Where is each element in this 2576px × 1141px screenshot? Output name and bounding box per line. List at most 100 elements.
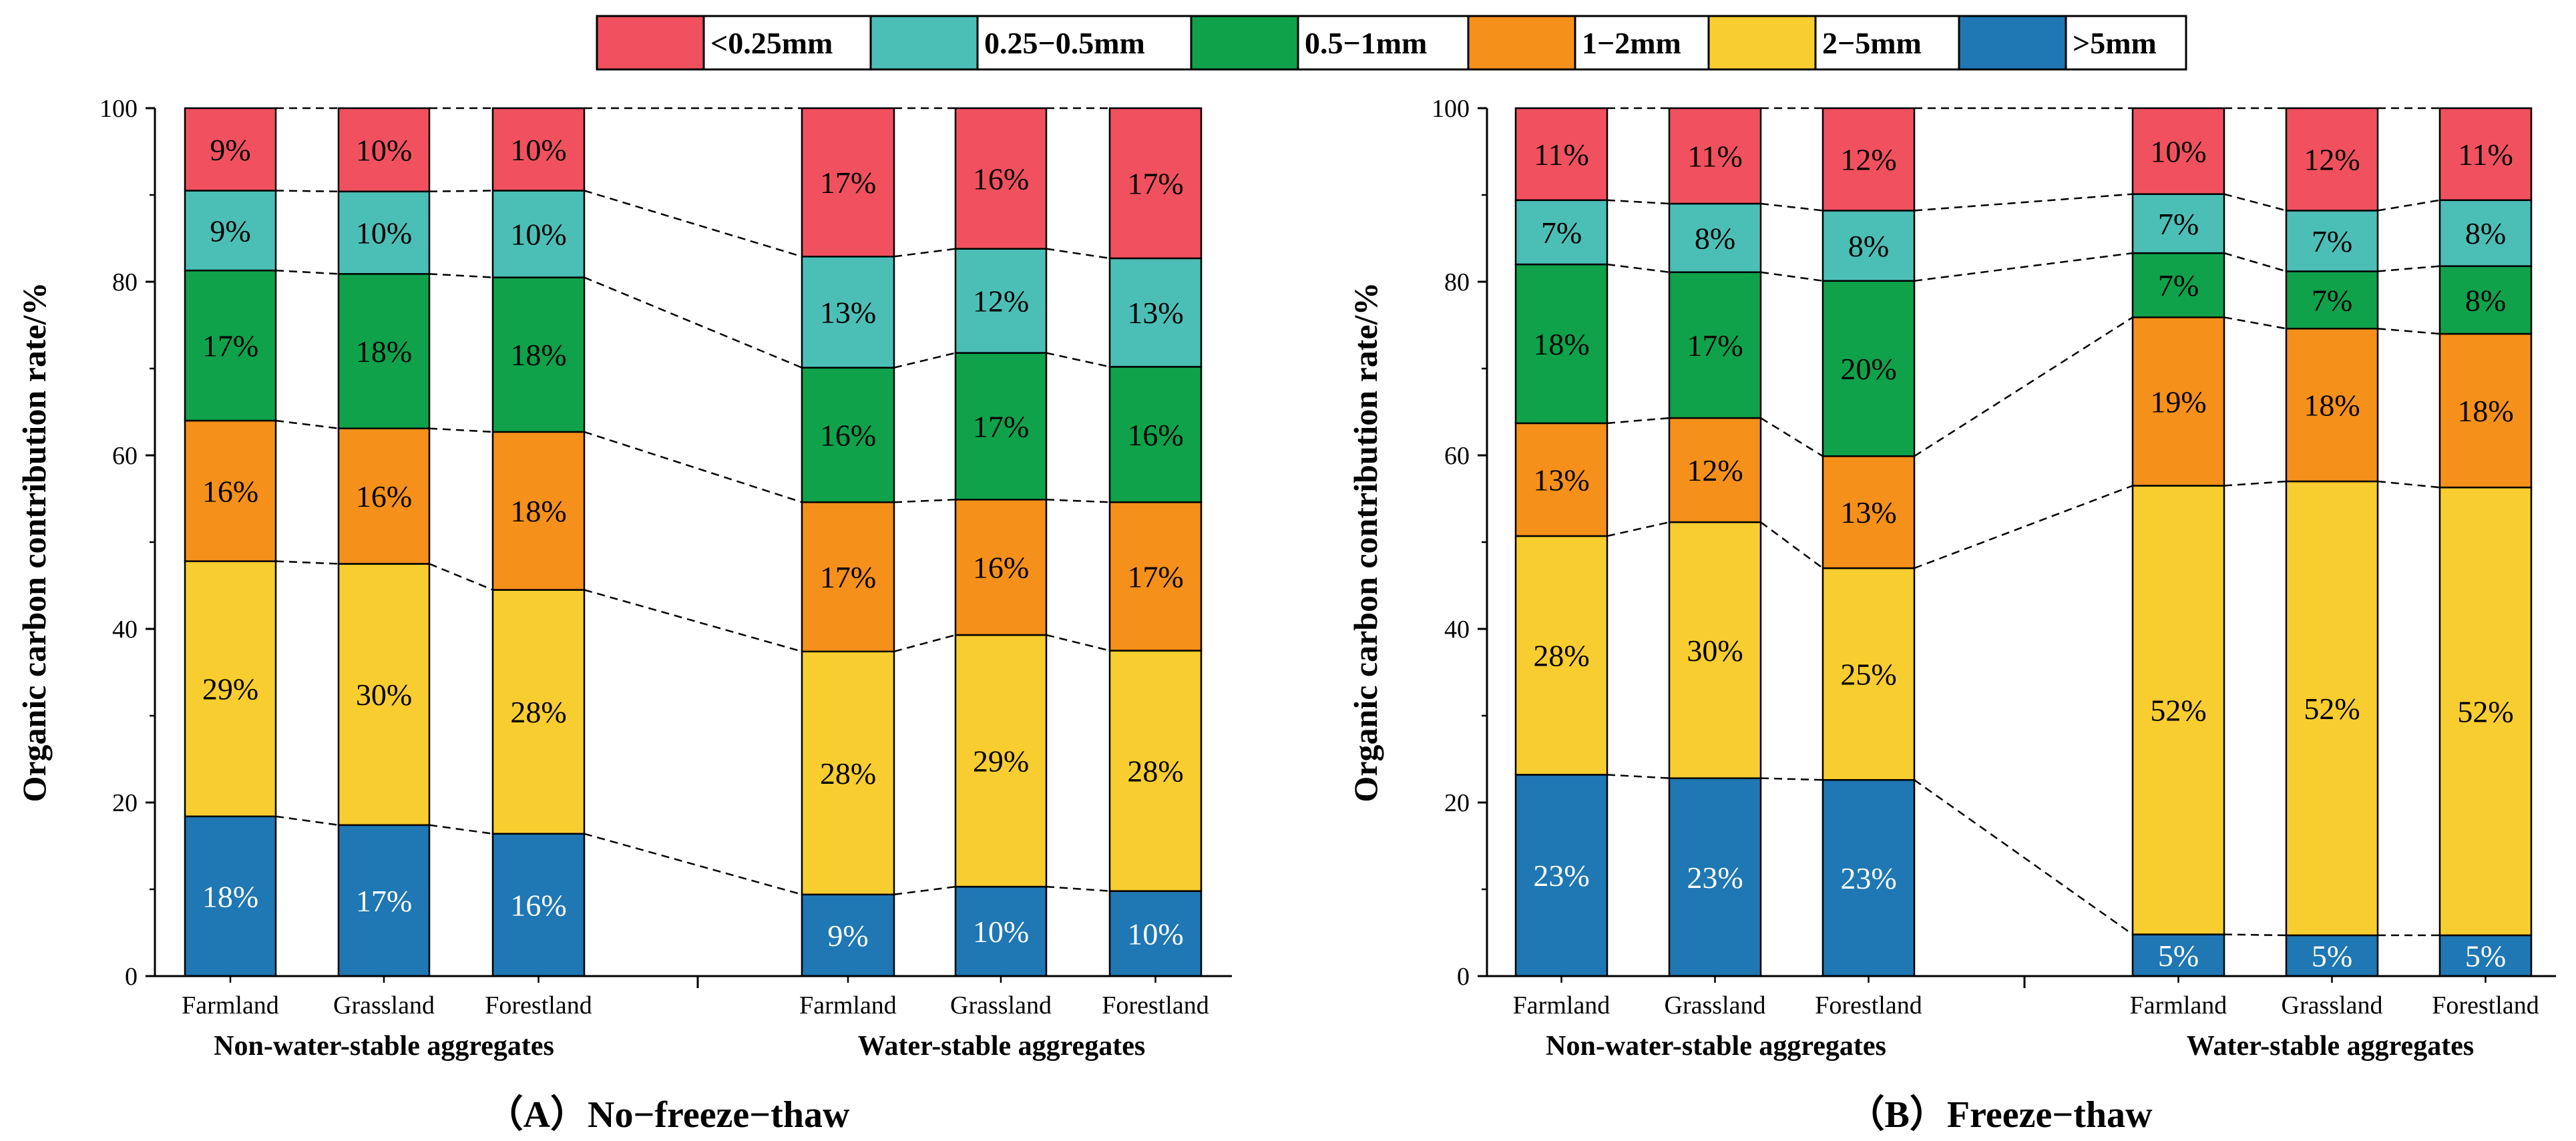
data-label: 8% <box>2465 283 2506 317</box>
bar-segment <box>491 190 586 278</box>
bar-segment <box>1668 777 1762 977</box>
data-label: 10% <box>510 133 566 167</box>
bar-segment <box>2131 252 2225 318</box>
bar-segment <box>491 589 586 835</box>
legend-entry-1: 0.25−0.5mm <box>869 15 1145 71</box>
connector-line <box>2223 316 2287 330</box>
legend-entry-0: <0.25mm <box>596 15 833 71</box>
bar-segment <box>1821 107 1916 212</box>
bar-grassland: 10% 29% 16% 17% 12% 16% <box>954 107 1048 977</box>
connector-line <box>275 560 339 565</box>
data-label: 10% <box>356 216 412 250</box>
legend-swatch <box>869 15 979 71</box>
connector-line <box>1914 252 2133 282</box>
connector-line <box>584 276 803 369</box>
x-tick-label: Farmland <box>1513 991 1611 1019</box>
data-label: 16% <box>973 551 1029 585</box>
group-label: Water-stable aggregates <box>858 1031 1145 1062</box>
x-tick-label: Forestland <box>1815 991 1922 1019</box>
y-tick-label: 0 <box>1457 963 1470 991</box>
bar-forestland: 10% 28% 17% 16% 13% 17% <box>1108 107 1203 977</box>
bar-farmland: 9% 28% 17% 16% 13% 17% <box>801 107 895 977</box>
bar-segment <box>954 107 1048 250</box>
bar-segment <box>337 427 431 565</box>
bar-segment <box>2285 107 2379 212</box>
legend-label: 2−5mm <box>1822 26 1922 60</box>
bar-grassland: 5% 52% 18% 7% 7% 12% <box>2285 107 2379 977</box>
bar-segment <box>801 367 895 503</box>
bar-segment <box>2131 316 2225 487</box>
bar-segment <box>2438 199 2533 267</box>
connector-lines <box>275 107 1110 896</box>
connector-line <box>429 190 493 193</box>
connector-line <box>2377 327 2440 335</box>
bar-segment <box>801 107 895 258</box>
connector-line <box>1914 316 2133 457</box>
y-tick-label: 100 <box>99 95 138 123</box>
y-tick-label: 80 <box>112 268 138 296</box>
data-label: 28% <box>510 695 566 729</box>
bar-farmland: 18% 29% 16% 17% 9% 9% <box>184 107 277 977</box>
bar-segment <box>954 248 1048 354</box>
legend-entry-2: 0.5−1mm <box>1190 15 1427 71</box>
connector-line <box>1046 499 1110 503</box>
bar-forestland: 16% 28% 18% 18% 10% 10% <box>491 107 586 977</box>
connector-line <box>429 427 493 433</box>
connector-line <box>2223 193 2287 212</box>
data-label: 7% <box>2312 224 2352 258</box>
y-tick-label: 20 <box>1444 789 1470 817</box>
bar-forestland: 5% 52% 18% 8% 8% 11% <box>2438 107 2533 977</box>
data-label: 11% <box>1687 140 1743 174</box>
connector-line <box>1046 885 1110 892</box>
connector-line <box>275 419 339 429</box>
panel-b: 23% 28% 13% 18% 7% 11% 23% 30% 12% 17% 8% 11% 23% 25%… <box>1347 95 2556 1136</box>
data-label: 28% <box>820 756 876 790</box>
data-label: 17% <box>973 409 1029 443</box>
bar-segment <box>184 815 277 977</box>
connector-line <box>1760 202 1823 212</box>
connector-line <box>893 885 956 896</box>
connector-line <box>1914 193 2133 212</box>
connector-line <box>2377 199 2440 212</box>
data-label: 7% <box>2158 268 2199 302</box>
data-label: 30% <box>356 678 412 712</box>
data-label: 7% <box>1541 216 1582 250</box>
bar-segment <box>1108 366 1203 503</box>
data-label: 17% <box>202 329 258 363</box>
connector-line <box>893 248 956 258</box>
bar-segment <box>337 273 431 429</box>
bar-segment <box>1108 257 1203 368</box>
connector-line <box>1046 248 1110 260</box>
bar-segment <box>337 190 431 275</box>
group-label: Non-water-stable aggregates <box>1546 1031 1886 1062</box>
x-tick-label: Grassland <box>950 991 1052 1019</box>
x-tick-label: Grassland <box>2282 991 2383 1019</box>
data-label: 18% <box>2304 389 2360 423</box>
connector-line <box>1046 352 1110 368</box>
y-tick-label: 80 <box>1444 268 1470 296</box>
data-label: 8% <box>1848 229 1889 263</box>
x-tick-label: Farmland <box>799 991 897 1019</box>
data-label: 9% <box>210 133 250 167</box>
data-label: 10% <box>973 915 1029 949</box>
connector-line <box>1606 417 1670 425</box>
group-label: Water-stable aggregates <box>2187 1031 2474 1062</box>
data-label: 10% <box>356 133 412 167</box>
bar-segment <box>2438 265 2533 335</box>
data-label: 12% <box>1840 143 1896 177</box>
bar-segment <box>2438 486 2533 937</box>
bar-segment <box>337 563 431 827</box>
connector-line <box>275 190 339 193</box>
bar-segment <box>1514 199 1608 266</box>
data-label: 17% <box>820 166 876 200</box>
data-label: 20% <box>1840 352 1896 386</box>
legend-label: 0.5−1mm <box>1305 26 1427 60</box>
connector-line <box>1760 521 1823 569</box>
legend-entry-5: >5mm <box>1958 15 2157 71</box>
y-tick-label: 100 <box>1432 95 1470 123</box>
legend-swatch <box>596 15 705 71</box>
x-tick-label: Grassland <box>1665 991 1766 1019</box>
data-label: 16% <box>202 474 258 508</box>
data-label: 18% <box>2457 394 2513 428</box>
connector-line <box>1760 777 1823 781</box>
